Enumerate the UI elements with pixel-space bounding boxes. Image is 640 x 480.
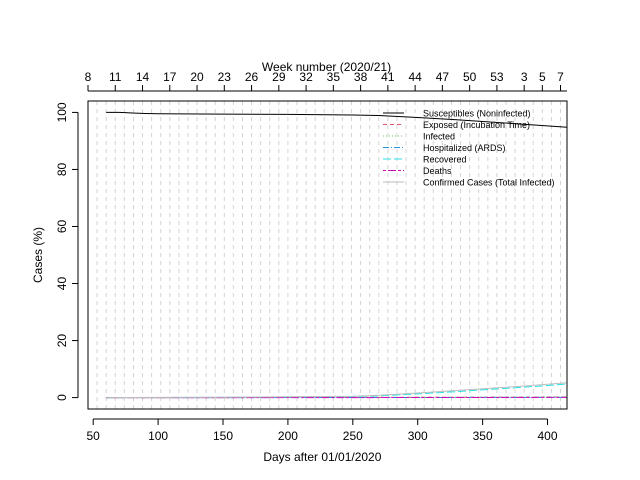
series-line	[106, 382, 568, 399]
top-tick-label: 3	[521, 70, 528, 84]
top-tick-label: 5	[539, 70, 546, 84]
legend-label: Deaths	[423, 166, 452, 176]
x-tick-label: 150	[213, 429, 233, 443]
bottom-axis: 50 100 150 200 250 300 350 400	[87, 418, 558, 443]
top-tick-label: 29	[272, 70, 286, 84]
legend-label: Confirmed Cases (Total Infected)	[423, 178, 555, 188]
x-tick-label: 350	[473, 429, 493, 443]
top-tick-label: 35	[327, 70, 341, 84]
top-tick-label: 17	[163, 70, 177, 84]
legend-label: Infected	[423, 132, 455, 142]
y-tick-label: 60	[55, 219, 69, 233]
top-tick-label: 47	[436, 70, 450, 84]
legend-label: Susceptibles (Noninfected)	[423, 109, 531, 119]
y-tick-label: 80	[55, 162, 69, 176]
top-tick-label: 14	[136, 70, 150, 84]
top-tick-label: 7	[557, 70, 564, 84]
top-axis: 8 11 14 17 20 23 26 29 32 35 38 41 44 47 50 53 3 5 7	[85, 70, 567, 92]
y-tick-label: 40	[55, 277, 69, 291]
top-tick-label: 23	[218, 70, 232, 84]
top-tick-label: 11	[109, 70, 122, 84]
top-tick-label: 41	[381, 70, 395, 84]
legend-label: Hospitalized (ARDS)	[423, 143, 506, 153]
y-tick-label: 20	[55, 334, 69, 348]
left-axis: 0 20 40 60 80 100	[55, 102, 79, 401]
x-tick-label: 300	[408, 429, 428, 443]
legend-label: Recovered	[423, 155, 467, 165]
x-tick-label: 200	[278, 429, 298, 443]
y-tick-label: 0	[55, 394, 69, 401]
grid-lines	[87, 101, 562, 409]
top-tick-label: 44	[408, 70, 422, 84]
series-line	[106, 111, 568, 128]
top-tick-label: 8	[85, 70, 92, 84]
legend: Susceptibles (Noninfected)Exposed (Incub…	[383, 109, 555, 188]
top-tick-label: 26	[245, 70, 259, 84]
top-tick-label: 53	[490, 70, 504, 84]
series-lines	[106, 111, 568, 399]
top-tick-label: 38	[354, 70, 368, 84]
top-tick-label: 20	[190, 70, 204, 84]
top-tick-label: 50	[463, 70, 477, 84]
x-tick-label: 50	[87, 429, 101, 443]
top-axis-title: Week number (2020/21)	[262, 60, 391, 74]
legend-label: Exposed (Incubation Time)	[423, 120, 530, 130]
x-tick-label: 250	[343, 429, 363, 443]
y-tick-label: 100	[55, 102, 69, 122]
x-tick-label: 400	[538, 429, 558, 443]
top-tick-label: 32	[299, 70, 313, 84]
plot-frame	[87, 100, 568, 410]
y-axis-title: Cases (%)	[31, 227, 45, 283]
x-tick-label: 100	[148, 429, 168, 443]
x-axis-title: Days after 01/01/2020	[263, 450, 381, 464]
